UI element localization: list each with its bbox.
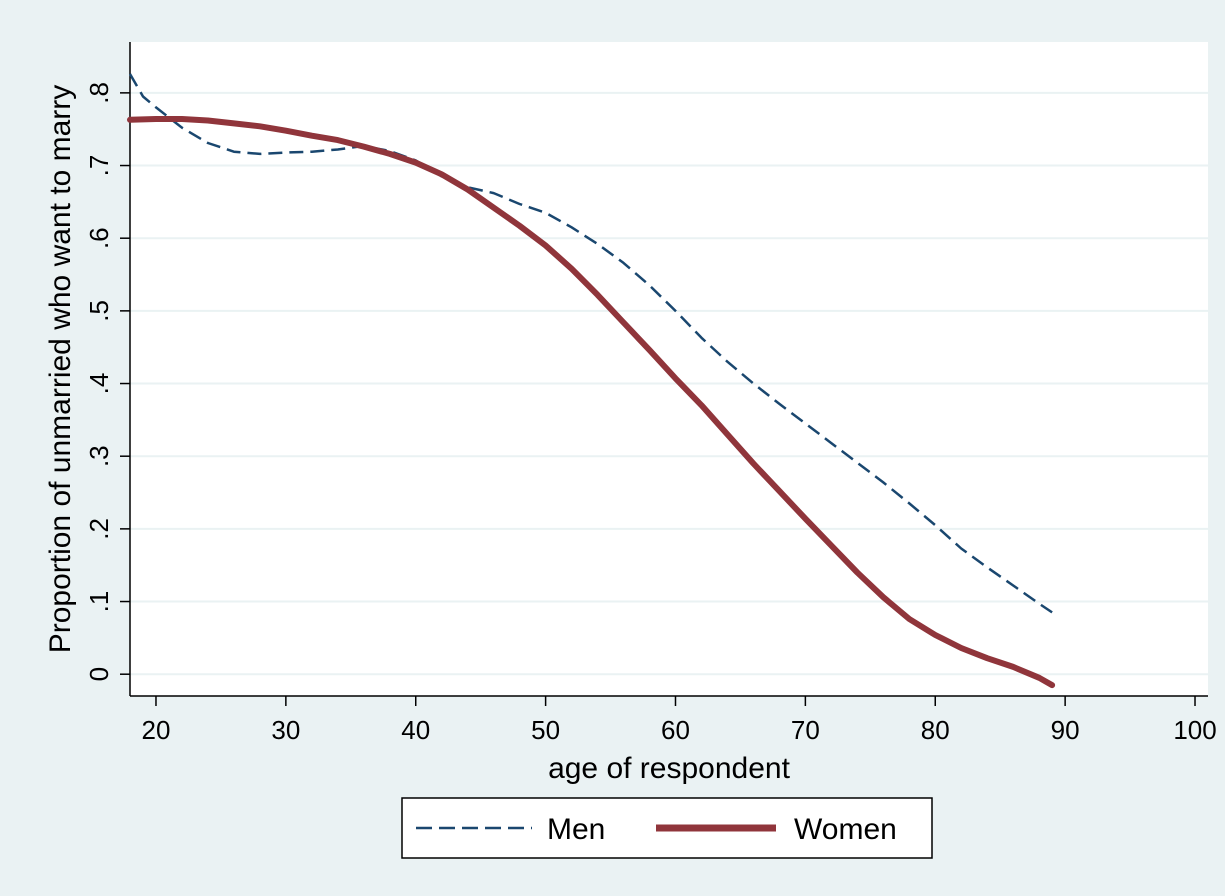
y-tick-label: .5 xyxy=(84,300,114,322)
y-tick-label: .4 xyxy=(84,373,114,395)
y-tick-label: .2 xyxy=(84,518,114,540)
x-tick-label: 20 xyxy=(142,715,171,745)
legend: Men Women xyxy=(401,797,933,859)
x-tick-label: 70 xyxy=(791,715,820,745)
x-axis-ticks: 20 30 40 50 60 70 80 90 100 xyxy=(142,696,1217,745)
grid-lines xyxy=(130,91,1208,676)
series-line-women xyxy=(127,116,1056,689)
y-axis-ticks: 0 .1 .2 .3 .4 .5 .6 .7 .8 xyxy=(84,82,130,681)
y-tick-label: .1 xyxy=(84,591,114,613)
x-tick-label: 80 xyxy=(921,715,950,745)
legend-label-men: Men xyxy=(547,813,605,846)
legend-label-women: Women xyxy=(794,813,897,846)
y-tick-label: .6 xyxy=(84,227,114,249)
y-tick-label: .7 xyxy=(84,155,114,177)
x-tick-label: 50 xyxy=(531,715,560,745)
x-tick-label: 40 xyxy=(401,715,430,745)
y-axis-title: Proportion of unmarried who want to marr… xyxy=(44,85,77,654)
y-tick-label: .3 xyxy=(84,445,114,467)
y-tick-label: .8 xyxy=(84,82,114,104)
x-tick-label: 30 xyxy=(271,715,300,745)
x-axis-title: age of respondent xyxy=(548,752,791,785)
x-tick-label: 60 xyxy=(661,715,690,745)
series-lines xyxy=(127,73,1056,689)
y-tick-label: 0 xyxy=(84,667,114,681)
x-tick-label: 90 xyxy=(1051,715,1080,745)
x-tick-label: 100 xyxy=(1173,715,1216,745)
